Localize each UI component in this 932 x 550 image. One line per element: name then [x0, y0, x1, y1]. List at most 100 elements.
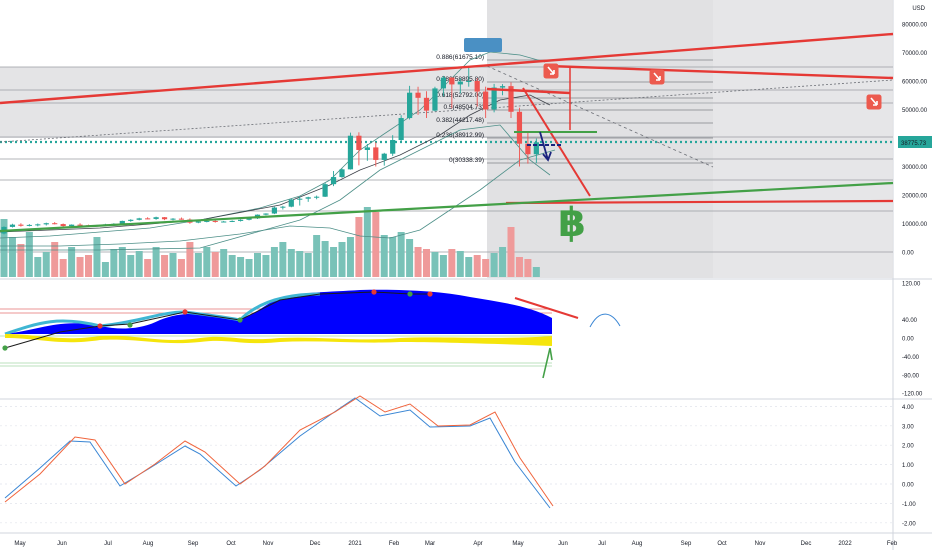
down-arrow-icon: [866, 94, 882, 110]
candle-body: [128, 219, 134, 221]
volume-bar: [448, 249, 456, 277]
candle-body: [373, 147, 379, 160]
time-axis-tick: Dec: [801, 541, 812, 547]
candle-body: [415, 92, 421, 98]
trend-line: [486, 87, 571, 95]
volume-bar: [59, 259, 67, 277]
volume-bar: [186, 242, 194, 277]
volume-bar: [465, 257, 473, 277]
candle-body: [322, 184, 328, 197]
volume-bar: [372, 212, 380, 277]
volume-bar: [431, 252, 439, 277]
candle-body: [347, 135, 354, 170]
candle-body: [390, 139, 396, 154]
time-axis-tick: Oct: [226, 541, 236, 547]
candle-body: [297, 198, 303, 200]
volume-bar: [482, 259, 490, 277]
fib-level-label: 0.5(48504.73): [444, 104, 484, 111]
volume-bar: [101, 262, 109, 277]
down-arrow-icon: [653, 72, 661, 81]
resistance-trend-line: [0, 32, 894, 105]
volume-bar: [456, 251, 464, 277]
indicator-axis-tick: -80.00: [902, 373, 920, 379]
volume-bar: [245, 259, 253, 277]
volume-bar: [203, 247, 211, 277]
volume-bar: [423, 249, 430, 277]
candle-body: [35, 224, 41, 226]
candle-body: [212, 220, 218, 222]
volume-bar: [363, 207, 371, 277]
oscillator-signal-line: [4, 395, 554, 507]
candle-body: [314, 196, 320, 198]
time-axis-tick: 2021: [348, 541, 362, 547]
down-arrow-icon: [547, 66, 555, 75]
range-band: [0, 67, 487, 138]
candle-body: [153, 217, 159, 219]
trend-line: [522, 87, 591, 197]
candle-body: [330, 177, 337, 185]
candle-body: [356, 135, 362, 150]
volume-bar: [169, 253, 177, 277]
candle-body: [161, 217, 168, 220]
bollinger-band-lower: [0, 124, 551, 251]
candle-body: [483, 91, 489, 110]
volume-bar: [279, 242, 287, 277]
price-axis-tick: 30000.00: [902, 165, 928, 171]
volume-bar: [220, 249, 228, 277]
indicator-axis-tick: 40.00: [902, 318, 918, 324]
price-axis-tick: 80000.00: [902, 23, 928, 29]
price-axis-tick: 0.00: [902, 251, 914, 257]
fib-level-label: 0.618(52792.00): [436, 92, 484, 99]
time-axis-tick: Oct: [717, 541, 727, 547]
volume-bar: [127, 255, 135, 277]
volume-bar: [515, 257, 523, 277]
candle-body: [440, 77, 446, 89]
volume-bar: [321, 241, 329, 277]
wave-fill: [5, 289, 552, 334]
wave-signal-fill: [5, 334, 552, 346]
oscillator-axis-tick: 4.00: [902, 405, 914, 411]
volume-bar: [254, 253, 261, 277]
blue-arrow-icon: [539, 131, 552, 162]
oscillator-axis-tick: -2.00: [902, 521, 916, 527]
candle-body: [516, 111, 523, 144]
candle-body: [136, 218, 142, 220]
candle-body: [178, 218, 185, 220]
candle-body: [60, 224, 66, 227]
fib-level-label: 0(30338.39): [449, 157, 484, 164]
candle-body: [119, 220, 125, 224]
oscillator-axis-tick: 1.00: [902, 463, 914, 469]
volume-bar: [110, 249, 118, 277]
time-axis-tick: Sep: [188, 541, 199, 547]
volume-bar: [228, 255, 236, 277]
candle-body: [170, 218, 176, 220]
volume-bar: [296, 251, 304, 277]
indicator-axis-tick: 120.00: [902, 281, 921, 287]
time-axis-tick: Jun: [558, 541, 568, 547]
candle-body: [432, 88, 438, 111]
candle-body: [457, 81, 463, 85]
time-axis-tick: Sep: [681, 541, 692, 547]
time-axis-tick: Jun: [57, 541, 67, 547]
down-arrow-icon: [649, 69, 665, 85]
candle-body: [238, 219, 244, 221]
current-price-label: 38775.73: [901, 141, 927, 147]
signal-dot: [182, 309, 188, 315]
candle-body: [145, 218, 151, 220]
candle-body: [43, 223, 49, 225]
candle-body: [381, 153, 387, 160]
price-axis-tick: 20000.00: [902, 194, 928, 200]
volume-bar: [85, 255, 92, 277]
volume-bar: [304, 253, 312, 277]
candle-body: [263, 213, 269, 215]
volume-bar: [237, 257, 245, 277]
time-axis-tick: Jul: [104, 541, 112, 547]
fib-level-label: 0.236(38912.99): [436, 132, 484, 139]
volume-bar: [355, 217, 363, 277]
time-axis-tick: Feb: [389, 541, 400, 547]
time-axis-tick: Dec: [310, 541, 321, 547]
volume-bar: [34, 257, 42, 277]
volume-bar: [177, 259, 185, 277]
time-axis-tick: Jul: [598, 541, 606, 547]
